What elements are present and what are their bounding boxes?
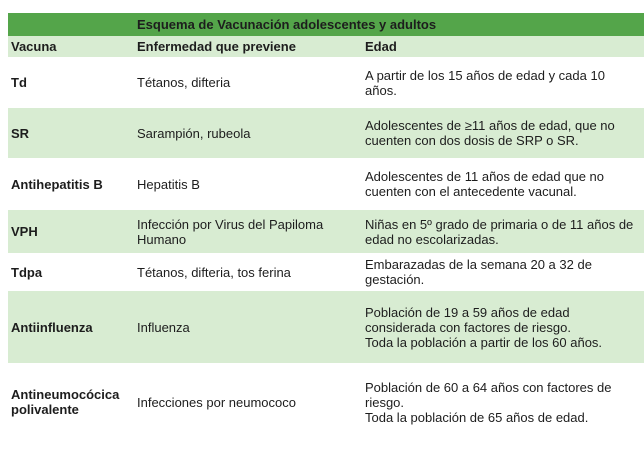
- age-cell: A partir de los 15 años de edad y cada 1…: [360, 57, 644, 108]
- table-row: Td Tétanos, difteria A partir de los 15 …: [8, 57, 644, 108]
- age-cell: Adolescentes de ≥11 años de edad, que no…: [360, 108, 644, 158]
- age-text-line: Toda la población a partir de los 60 año…: [365, 334, 603, 350]
- vaccine-name-cell: Td: [11, 75, 27, 90]
- table-title-row: Esquema de Vacunación adolescentes y adu…: [8, 13, 644, 36]
- table-body: Td Tétanos, difteria A partir de los 15 …: [8, 57, 644, 441]
- disease-cell: Tétanos, difteria, tos ferina: [137, 264, 291, 280]
- age-text-line: Adolescentes de ≥11 años de edad, que no…: [365, 118, 615, 148]
- age-cell: Niñas en 5º grado de primaria o de 11 añ…: [360, 210, 644, 253]
- disease-cell: Sarampión, rubeola: [137, 125, 251, 141]
- age-text-line: Toda la población de 65 años de edad.: [365, 409, 589, 425]
- age-text-line: Niñas en 5º grado de primaria o de 11 añ…: [365, 216, 634, 247]
- column-header-vacuna: Vacuna: [11, 39, 57, 54]
- table-row: Antineumocócica polivalente Infecciones …: [8, 363, 644, 441]
- vaccine-name-cell: Tdpa: [11, 264, 43, 280]
- vaccine-name-cell: VPH: [11, 224, 38, 239]
- column-header-edad: Edad: [365, 39, 397, 54]
- age-text-line: Población de 19 a 59 años de edad consid…: [365, 304, 571, 335]
- vaccine-name-cell: Antihepatitis B: [11, 176, 103, 192]
- age-cell: Población de 19 a 59 años de edad consid…: [360, 291, 644, 363]
- age-cell: Adolescentes de 11 años de edad que no c…: [360, 158, 644, 210]
- vaccine-name-cell: SR: [11, 125, 30, 141]
- age-text-line: A partir de los 15 años de edad y cada 1…: [365, 67, 605, 98]
- table-row: SR Sarampión, rubeola Adolescentes de ≥1…: [8, 108, 644, 158]
- age-text-line: Población de 60 a 64 años con factores d…: [365, 379, 612, 410]
- table-row: VPH Infección por Virus del Papiloma Hum…: [8, 210, 644, 253]
- document-page: Esquema de Vacunación adolescentes y adu…: [8, 13, 644, 441]
- vaccine-name-cell: Antiinfluenza: [11, 319, 93, 335]
- table-title: Esquema de Vacunación adolescentes y adu…: [137, 17, 437, 32]
- disease-cell: Influenza: [137, 319, 190, 335]
- table-row: Antiinfluenza Influenza Población de 19 …: [8, 291, 644, 363]
- column-header-enfermedad: Enfermedad que previene: [137, 39, 296, 54]
- column-header-row: Vacuna Enfermedad que previene Edad: [8, 36, 644, 57]
- age-cell: Población de 60 a 64 años con factores d…: [360, 363, 644, 441]
- disease-cell: Infección por Virus del Papiloma Humano: [137, 216, 324, 247]
- age-text-line: Adolescentes de 11 años de edad que no c…: [365, 169, 605, 199]
- disease-cell: Tétanos, difteria: [137, 75, 231, 90]
- age-text-line: Embarazadas de la semana 20 a 32 de gest…: [365, 257, 592, 287]
- disease-cell: Hepatitis B: [137, 176, 200, 192]
- age-cell: Embarazadas de la semana 20 a 32 de gest…: [360, 253, 644, 291]
- table-row: Antihepatitis B Hepatitis B Adolescentes…: [8, 158, 644, 210]
- table-row: Tdpa Tétanos, difteria, tos ferina Embar…: [8, 253, 644, 291]
- disease-cell: Infecciones por neumococo: [137, 394, 296, 410]
- vaccination-schedule-table: Esquema de Vacunación adolescentes y adu…: [8, 13, 644, 441]
- vaccine-name-cell: Antineumocócica polivalente: [11, 387, 120, 417]
